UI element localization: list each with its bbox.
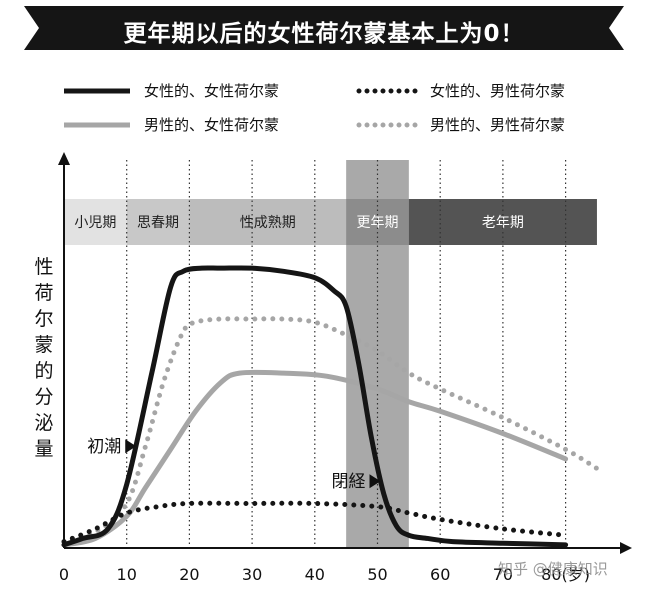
life-stage-2	[189, 199, 347, 245]
y-axis-title-char: 分	[34, 386, 54, 408]
y-axis-title-char: 泌	[34, 412, 54, 434]
x-tick-label-50: 50	[367, 565, 387, 584]
title-banner: 更年期以后的女性荷尔蒙基本上为0！	[24, 6, 624, 50]
legend-swatch-female-androgen	[356, 88, 425, 94]
life-stage-0	[64, 199, 127, 245]
annotation-arrow-menarche	[125, 439, 137, 454]
series-line-1	[61, 500, 569, 545]
y-axis-title-char: 性	[34, 256, 54, 278]
legend-item-female-estrogen: 女性的、女性荷尔蒙	[64, 80, 344, 102]
y-axis-arrow	[58, 152, 70, 165]
x-tick-label-80: 80(岁)	[541, 565, 590, 584]
life-stage-label-1: 思春期	[137, 215, 179, 231]
y-axis-title: 性荷尔蒙的分泌量	[33, 254, 55, 462]
annotation-arrow-menopause	[369, 474, 381, 489]
series-line-0	[61, 265, 569, 548]
watermark: 知乎 @健康知识	[498, 560, 608, 578]
series-line-3	[61, 316, 600, 545]
x-tick-label-30: 30	[242, 565, 262, 584]
legend-swatch-male-androgen	[356, 122, 425, 128]
legend-swatch-female-estrogen	[64, 88, 130, 94]
y-axis-title-char: 蒙	[34, 334, 54, 356]
annotation-label-menarche: 初潮	[87, 437, 121, 457]
life-stage-label-2: 性成熟期	[240, 215, 296, 231]
legend-swatch-male-estrogen	[64, 122, 130, 128]
x-tick-label-10: 10	[117, 565, 137, 584]
x-tick-label-60: 60	[430, 565, 450, 584]
x-tick-label-40: 40	[305, 565, 325, 584]
legend-label-male-androgen: 男性的、男性荷尔蒙	[430, 116, 566, 134]
legend-label-female-androgen: 女性的、男性荷尔蒙	[430, 82, 566, 100]
y-axis-title-char: 量	[34, 438, 54, 460]
y-axis-title-char: 尔	[34, 308, 54, 330]
chart-title: 更年期以后的女性荷尔蒙基本上为0！	[123, 21, 525, 47]
annotation-label-menopause: 閉経	[332, 472, 366, 492]
x-tick-label-70: 70	[493, 565, 513, 584]
x-tick-label-20: 20	[179, 565, 199, 584]
legend-item-female-androgen: 女性的、男性荷尔蒙	[356, 80, 636, 102]
life-stage-1	[126, 199, 190, 245]
y-axis-title-char: 的	[34, 360, 54, 382]
legend-item-male-androgen: 男性的、男性荷尔蒙	[356, 114, 636, 136]
legend-label-male-estrogen: 男性的、女性荷尔蒙	[144, 116, 280, 134]
y-axis-title-char: 荷	[34, 282, 54, 304]
x-tick-label-0: 0	[59, 565, 69, 584]
legend-label-female-estrogen: 女性的、女性荷尔蒙	[144, 82, 280, 100]
life-stage-label-0: 小児期	[74, 215, 116, 231]
series-line-2	[61, 369, 569, 548]
legend-item-male-estrogen: 男性的、女性荷尔蒙	[64, 114, 344, 136]
x-axis-arrow	[620, 542, 632, 554]
